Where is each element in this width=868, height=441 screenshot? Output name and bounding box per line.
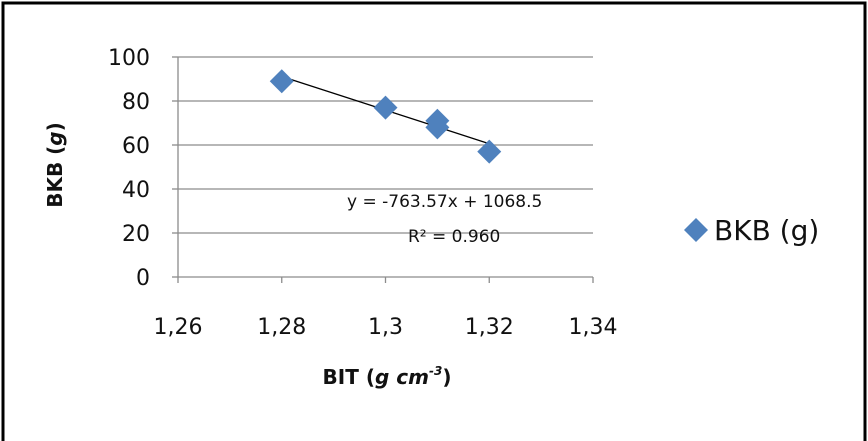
r-squared-label: R² = 0.960	[408, 227, 500, 247]
data-point-4	[477, 139, 502, 164]
y-axis-title-close: )	[43, 122, 67, 131]
y-tick-label-80: 80	[122, 90, 150, 115]
x-axis-title-unit: g cm	[375, 365, 429, 389]
legend-marker-diamond	[684, 218, 708, 242]
y-tick-label-20: 20	[122, 222, 150, 247]
axes	[172, 56, 594, 283]
data-point-1	[373, 95, 398, 120]
x-tick-label-1: 1,28	[257, 315, 306, 340]
data-point-3	[425, 115, 450, 140]
y-tick-label-100: 100	[108, 46, 150, 71]
y-tick-labels: 0 20 40 60 80 100	[108, 46, 150, 291]
x-tick-label-0: 1,26	[154, 315, 203, 340]
x-axis-title: BIT (g cm-3)	[323, 364, 452, 389]
y-axis-title-text: BKB (	[43, 146, 67, 208]
x-axis-title-text: BIT (	[323, 365, 375, 389]
x-tick-label-4: 1,34	[569, 315, 618, 340]
x-axis-title-close: )	[442, 365, 451, 389]
legend-label: BKB (g)	[714, 214, 819, 247]
legend: BKB (g)	[684, 214, 819, 247]
x-tick-label-3: 1,32	[465, 315, 514, 340]
trendline-equation: y = -763.57x + 1068.5	[347, 192, 542, 212]
x-tick-labels: 1,26 1,28 1,3 1,32 1,34	[154, 315, 618, 340]
x-tick-label-2: 1,3	[368, 315, 403, 340]
y-axis-title-unit: g	[43, 131, 67, 145]
x-axis-title-exponent: -3	[429, 364, 442, 378]
data-point-0	[269, 69, 294, 94]
y-tick-label-40: 40	[122, 178, 150, 203]
y-tick-label-60: 60	[122, 134, 150, 159]
y-tick-label-0: 0	[136, 266, 150, 291]
data-points	[269, 69, 502, 164]
y-axis-title: BKB (g)	[43, 122, 67, 208]
